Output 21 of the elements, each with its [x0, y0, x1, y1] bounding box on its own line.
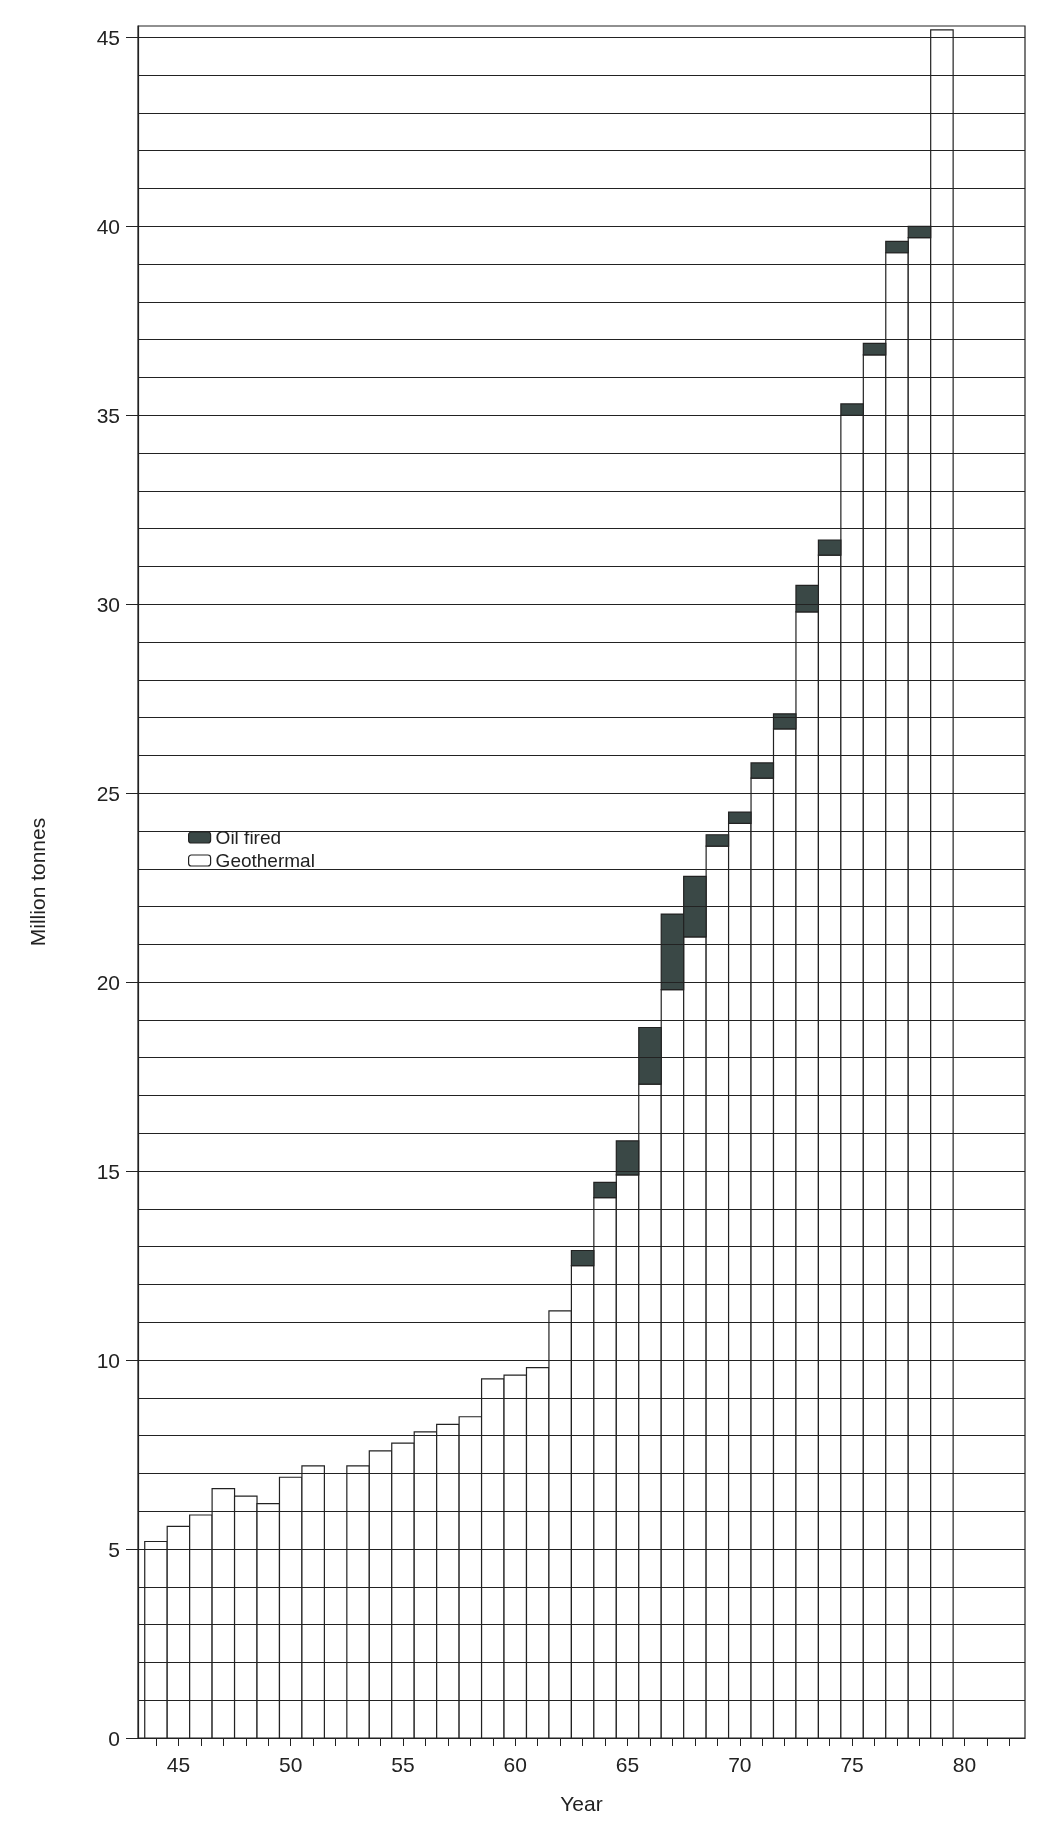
y-tick-label: 0: [108, 1726, 120, 1750]
y-tick-label: 30: [96, 592, 120, 616]
x-tick-label: 65: [615, 1753, 640, 1776]
x-tick-label: 55: [391, 1753, 415, 1776]
y-tick-label: 5: [108, 1537, 120, 1561]
y-tick-label: 45: [96, 25, 120, 49]
x-tick-label: 60: [503, 1753, 527, 1776]
y-tick-label: 25: [96, 781, 120, 805]
x-tick-label: 50: [279, 1753, 303, 1776]
x-tick-label: 75: [840, 1753, 864, 1776]
y-tick-label: 20: [96, 970, 120, 994]
x-axis-title: Year: [560, 1792, 603, 1815]
x-tick-label: 70: [728, 1753, 752, 1776]
y-tick-label: 35: [96, 403, 120, 427]
y-axis-title: Million tonnes: [26, 817, 49, 947]
x-tick-label: 80: [952, 1753, 977, 1776]
y-tick-label: 10: [96, 1348, 120, 1372]
y-tick-label: 40: [96, 214, 120, 238]
y-tick-label: 15: [96, 1159, 120, 1183]
legend-label: Geothermal: [215, 850, 315, 871]
x-tick-label: 45: [166, 1753, 191, 1776]
